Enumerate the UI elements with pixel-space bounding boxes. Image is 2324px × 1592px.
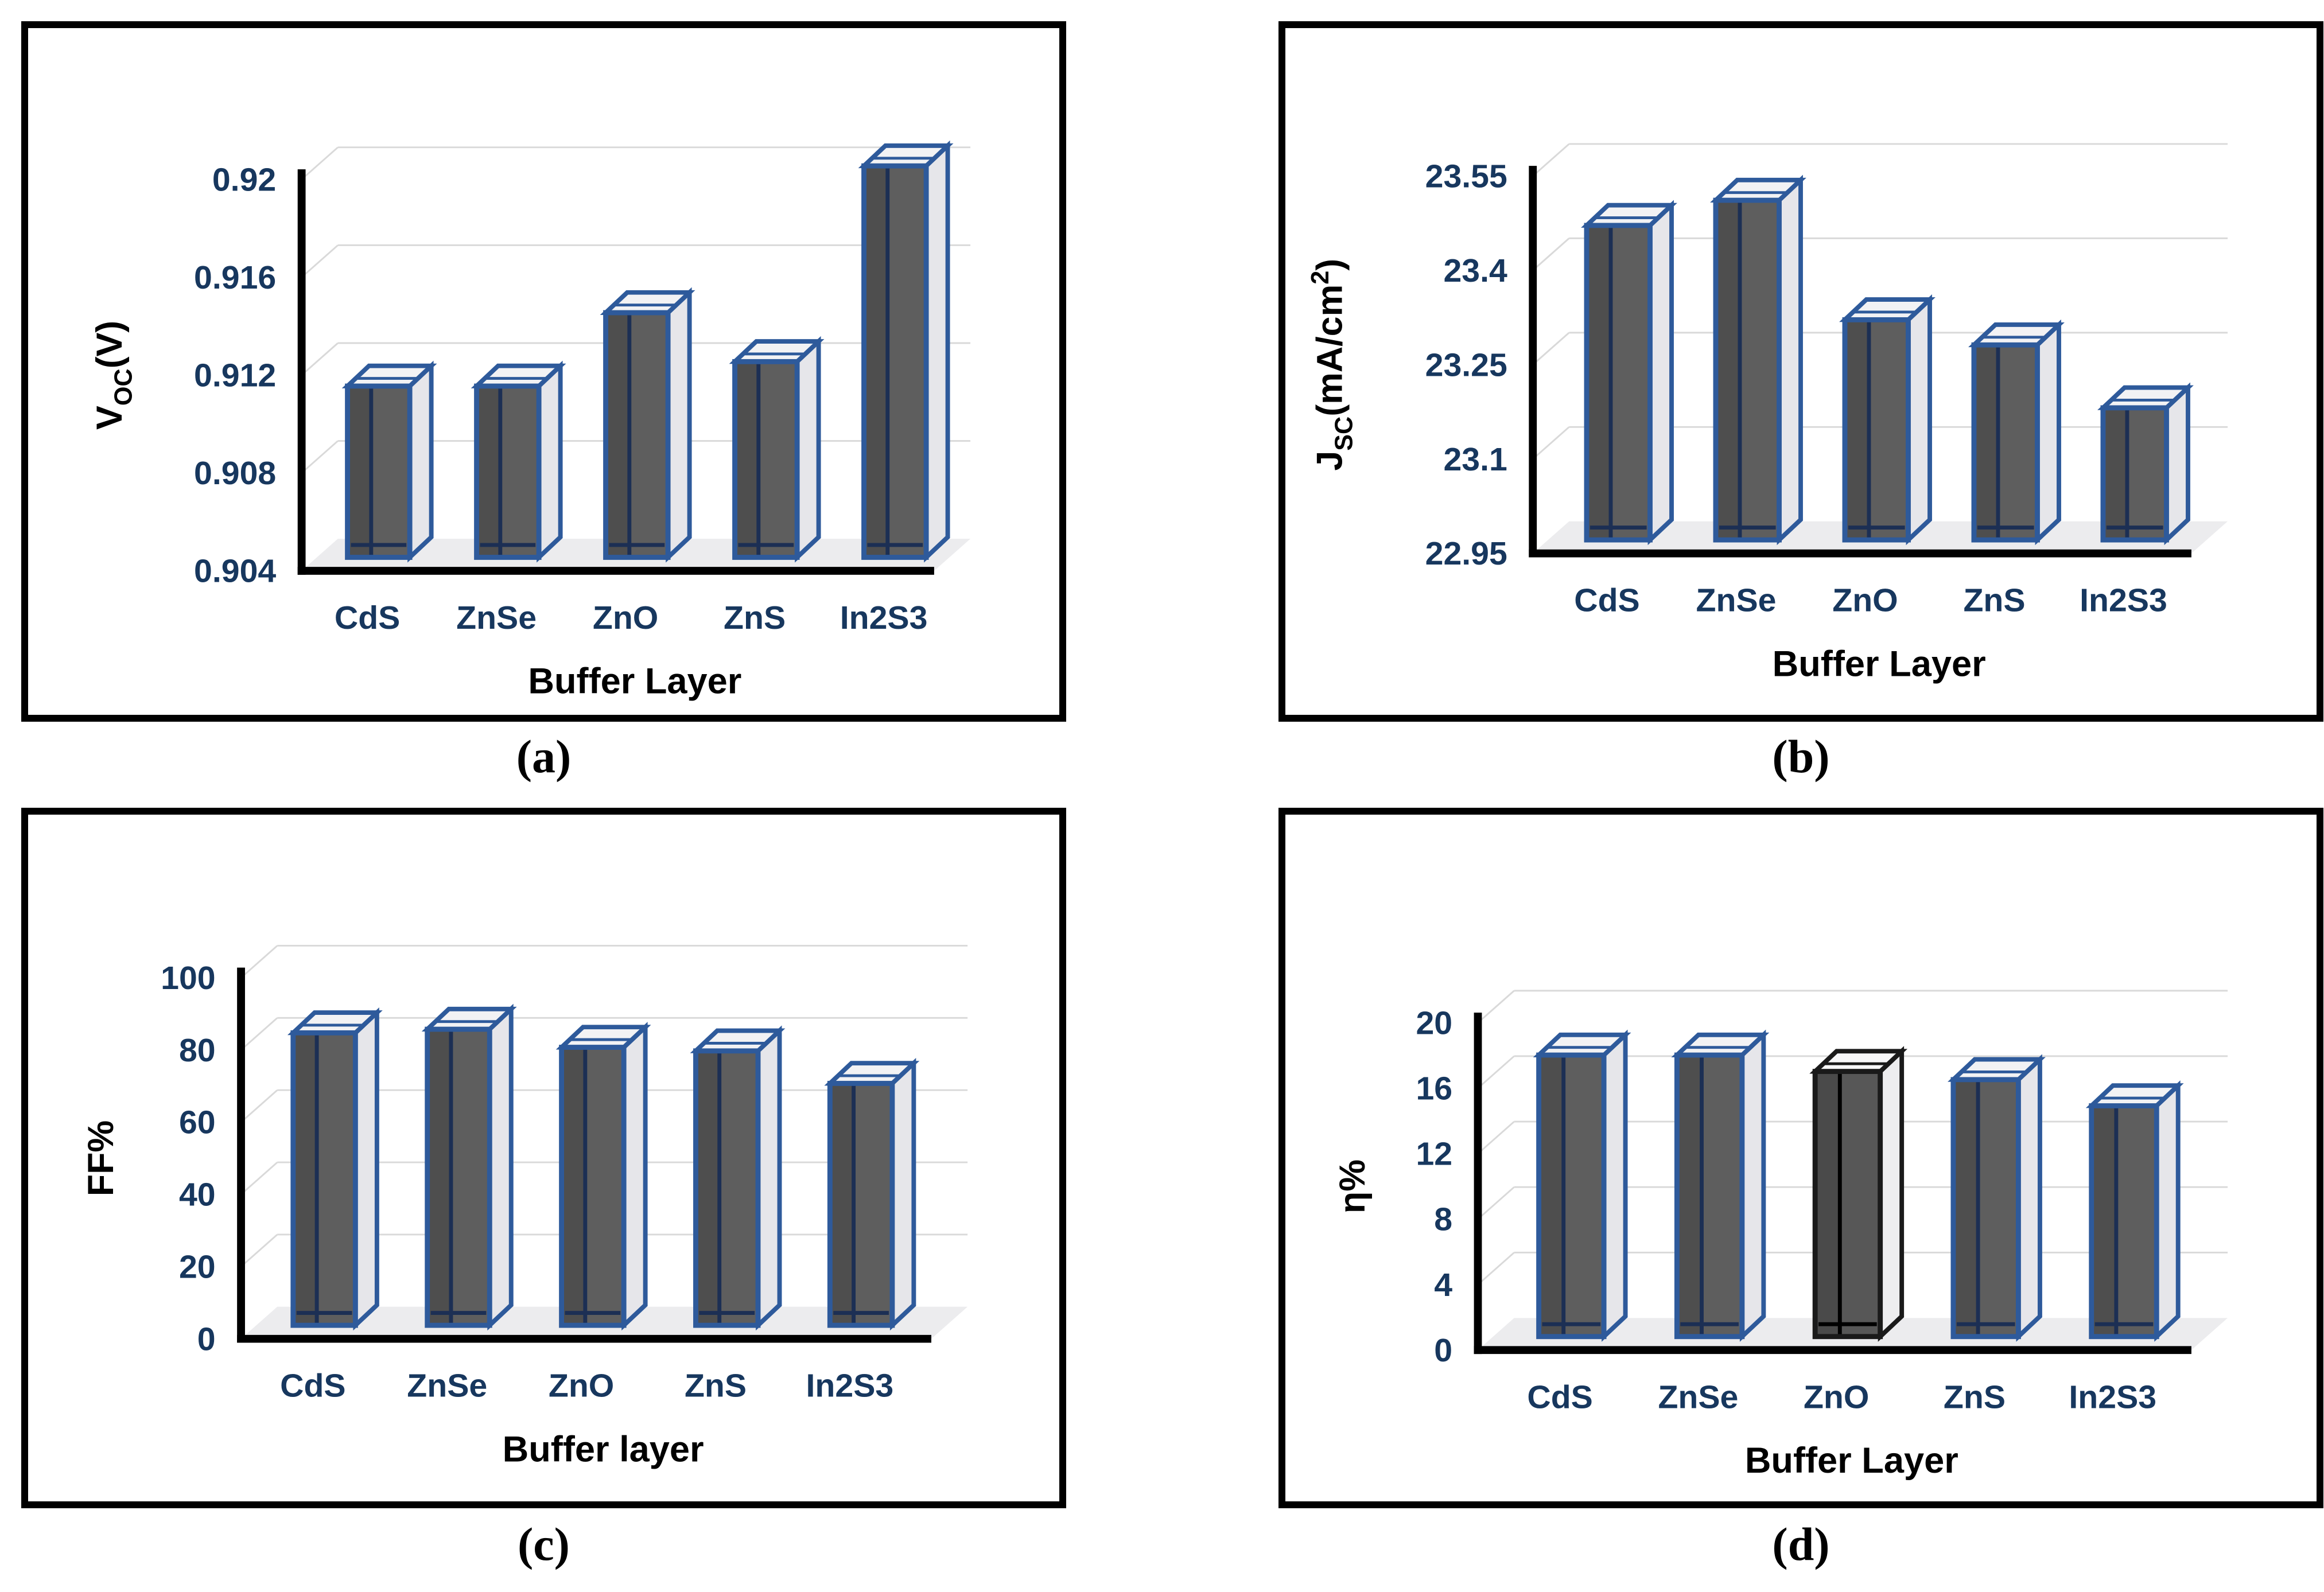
svg-text:8: 8 — [1434, 1201, 1452, 1238]
voc-bar-chart: 0.904 0.908 0.912 0.916 0.92 CdS ZnSe ZnO ZnS In2… — [90, 140, 971, 702]
jsc-bar-chart: 22.95 23.1 23.25 23.4 23.55 CdS ZnSe ZnO ZnS In2S… — [1307, 143, 2228, 684]
svg-text:CdS: CdS — [335, 600, 400, 636]
svg-text:ZnSe: ZnSe — [456, 600, 537, 636]
svg-text:ZnO: ZnO — [1832, 582, 1898, 619]
svg-text:ZnO: ZnO — [593, 600, 658, 636]
caption-a: (a) — [516, 730, 572, 783]
bar-CdS — [1581, 200, 1677, 546]
bar-In2S3 — [2097, 382, 2194, 546]
bar-ZnSe — [421, 1003, 517, 1331]
svg-text:40: 40 — [179, 1177, 216, 1213]
bar-ZnO — [600, 287, 695, 563]
svg-text:CdS: CdS — [1574, 582, 1639, 619]
svg-text:ZnO: ZnO — [549, 1368, 614, 1404]
svg-text:100: 100 — [161, 960, 215, 997]
svg-text:Buffer Layer: Buffer Layer — [1745, 1441, 1958, 1481]
svg-text:4: 4 — [1434, 1267, 1452, 1303]
ff-bar-chart: 0 20 40 60 80 100 CdS ZnSe ZnO ZnS In2S3 Buffer lay… — [81, 944, 968, 1470]
bar-ZnO — [1809, 1046, 1908, 1342]
panel-ff-chart: 0 20 40 60 80 100 CdS ZnSe ZnO ZnS In2S3 Buffer lay… — [21, 808, 1066, 1508]
svg-text:22.95: 22.95 — [1425, 535, 1507, 572]
bar-ZnSe — [1671, 1029, 1770, 1342]
svg-text:16: 16 — [1416, 1071, 1452, 1107]
svg-text:20: 20 — [1416, 1005, 1452, 1042]
svg-text:Buffer Layer: Buffer Layer — [1773, 644, 1986, 684]
caption-b: (b) — [1772, 730, 1830, 783]
svg-text:CdS: CdS — [280, 1368, 345, 1404]
bar-ZnS — [729, 336, 825, 563]
svg-text:0: 0 — [197, 1321, 216, 1357]
panel-eta-chart: 0 4 8 12 16 20 CdS ZnSe ZnO ZnS In2S3 Buffer Layer η… — [1278, 808, 2323, 1508]
bar-ZnSe — [1710, 174, 1806, 546]
svg-text:60: 60 — [179, 1104, 216, 1141]
svg-text:0.904: 0.904 — [194, 553, 276, 590]
svg-text:12: 12 — [1416, 1136, 1452, 1173]
svg-text:Buffer layer: Buffer layer — [503, 1430, 704, 1470]
bar-ZnS — [690, 1025, 786, 1331]
bar-ZnS — [1948, 1054, 2046, 1342]
svg-text:ZnS: ZnS — [1944, 1379, 2006, 1415]
svg-text:JSC(mA/cm2): JSC(mA/cm2) — [1307, 259, 1358, 471]
svg-text:VOC(V): VOC(V) — [90, 321, 138, 430]
panel-voc-chart: 0.904 0.908 0.912 0.916 0.92 CdS ZnSe ZnO ZnS In2… — [21, 21, 1066, 722]
svg-text:ZnS: ZnS — [1963, 582, 2025, 619]
svg-text:0.908: 0.908 — [194, 455, 276, 492]
svg-text:In2S3: In2S3 — [2080, 582, 2167, 619]
svg-text:0.916: 0.916 — [194, 259, 276, 296]
svg-text:Buffer Layer: Buffer Layer — [528, 661, 741, 702]
caption-d: (d) — [1772, 1518, 1830, 1570]
bar-In2S3 — [858, 140, 954, 563]
bar-ZnO — [1839, 294, 1936, 546]
svg-text:ZnSe: ZnSe — [1658, 1379, 1738, 1415]
svg-text:ZnSe: ZnSe — [407, 1368, 487, 1404]
svg-text:ZnS: ZnS — [724, 600, 786, 636]
bar-CdS — [1533, 1029, 1631, 1342]
svg-text:ZnS: ZnS — [685, 1368, 747, 1404]
svg-text:0.912: 0.912 — [194, 357, 276, 394]
svg-text:0: 0 — [1434, 1332, 1452, 1369]
svg-text:80: 80 — [179, 1032, 216, 1069]
svg-text:In2S3: In2S3 — [840, 600, 928, 636]
svg-text:23.4: 23.4 — [1443, 252, 1507, 289]
svg-text:23.1: 23.1 — [1443, 441, 1507, 478]
svg-text:ZnSe: ZnSe — [1696, 582, 1777, 619]
bar-ZnO — [555, 1022, 651, 1331]
svg-text:In2S3: In2S3 — [806, 1368, 894, 1404]
svg-text:FF%: FF% — [81, 1120, 121, 1196]
svg-text:In2S3: In2S3 — [2069, 1379, 2156, 1415]
bar-In2S3 — [2085, 1080, 2184, 1342]
svg-text:ZnO: ZnO — [1804, 1379, 1869, 1415]
bar-CdS — [287, 1007, 383, 1331]
svg-text:23.55: 23.55 — [1425, 158, 1507, 195]
svg-text:20: 20 — [179, 1249, 216, 1286]
eta-bar-chart: 0 4 8 12 16 20 CdS ZnSe ZnO ZnS In2S3 Buffer Layer η… — [1332, 990, 2228, 1481]
svg-text:CdS: CdS — [1527, 1379, 1592, 1415]
svg-text:0.92: 0.92 — [212, 161, 276, 198]
bar-ZnS — [1968, 319, 2065, 546]
svg-text:23.25: 23.25 — [1425, 347, 1507, 384]
bar-ZnSe — [471, 360, 566, 563]
caption-c: (c) — [517, 1518, 570, 1570]
panel-jsc-chart: 22.95 23.1 23.25 23.4 23.55 CdS ZnSe ZnO ZnS In2S… — [1278, 21, 2323, 722]
bar-CdS — [341, 360, 437, 563]
svg-text:η%: η% — [1332, 1159, 1373, 1213]
bar-In2S3 — [824, 1058, 920, 1331]
